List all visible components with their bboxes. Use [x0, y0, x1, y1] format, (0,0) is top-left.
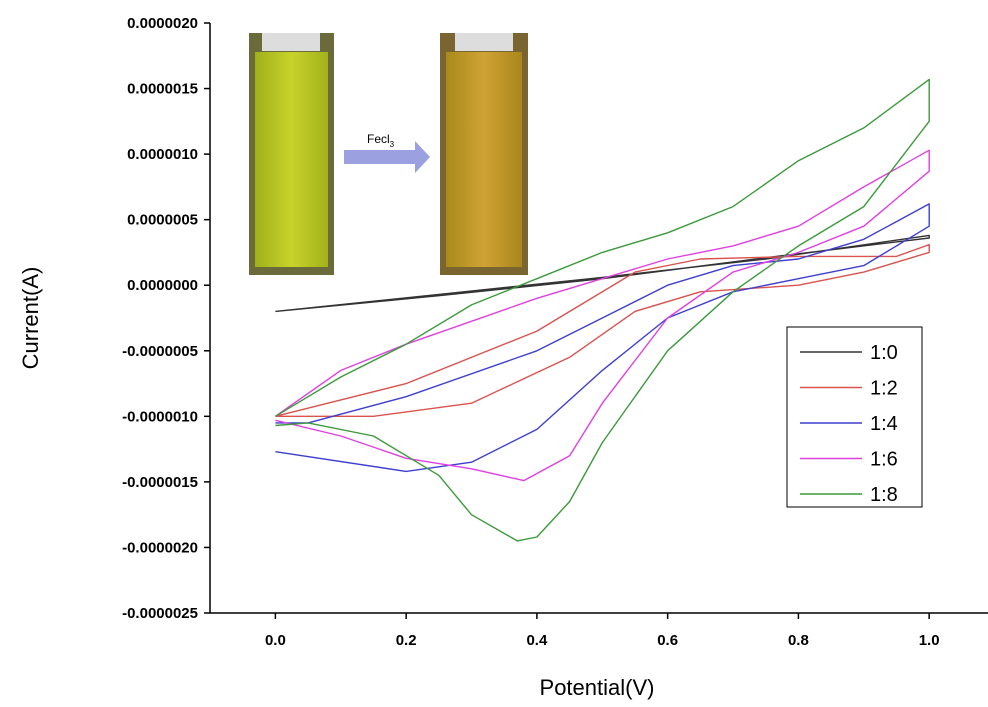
y-tick-label: 0.0000015	[127, 81, 198, 98]
y-tick-label: 0.0000000	[127, 277, 198, 294]
vial-cap	[455, 33, 513, 51]
x-tick-label: 1.0	[919, 632, 940, 649]
series-line	[275, 234, 930, 313]
series-line	[275, 78, 930, 542]
arrow	[344, 141, 430, 173]
series-line	[275, 203, 930, 473]
legend-label: 1:2	[870, 378, 898, 400]
y-tick-label: -0.0000025	[122, 605, 198, 622]
vial-cap	[262, 33, 320, 51]
arrow-label: Fecl3	[367, 132, 395, 149]
inset: Fecl3	[249, 33, 528, 275]
x-tick-label: 0.8	[788, 632, 809, 649]
series-line	[274, 149, 930, 482]
series-line	[275, 243, 930, 417]
vial	[446, 52, 522, 267]
y-tick-label: 0.0000020	[127, 15, 198, 32]
x-tick-label: 0.4	[526, 632, 548, 649]
legend-label: 1:0	[870, 342, 898, 364]
y-tick-label: -0.0000010	[122, 408, 198, 425]
legend-label: 1:6	[870, 449, 898, 471]
legend	[786, 326, 923, 508]
x-tick-label: 0.2	[396, 632, 417, 649]
y-axis-label: Current(A)	[18, 267, 43, 370]
legend-label: 1:4	[870, 413, 898, 435]
x-axis-label: Potential(V)	[540, 675, 655, 700]
y-tick-label: -0.0000015	[122, 474, 198, 491]
legend-label: 1:8	[870, 484, 898, 506]
y-tick-label: 0.0000010	[127, 146, 198, 163]
x-tick-label: 0.0	[265, 632, 286, 649]
x-tick-label: 0.6	[657, 632, 678, 649]
vial	[255, 52, 328, 267]
y-tick-label: -0.0000020	[122, 539, 198, 556]
y-tick-label: -0.0000005	[122, 343, 198, 360]
y-tick-label: 0.0000005	[127, 212, 198, 229]
